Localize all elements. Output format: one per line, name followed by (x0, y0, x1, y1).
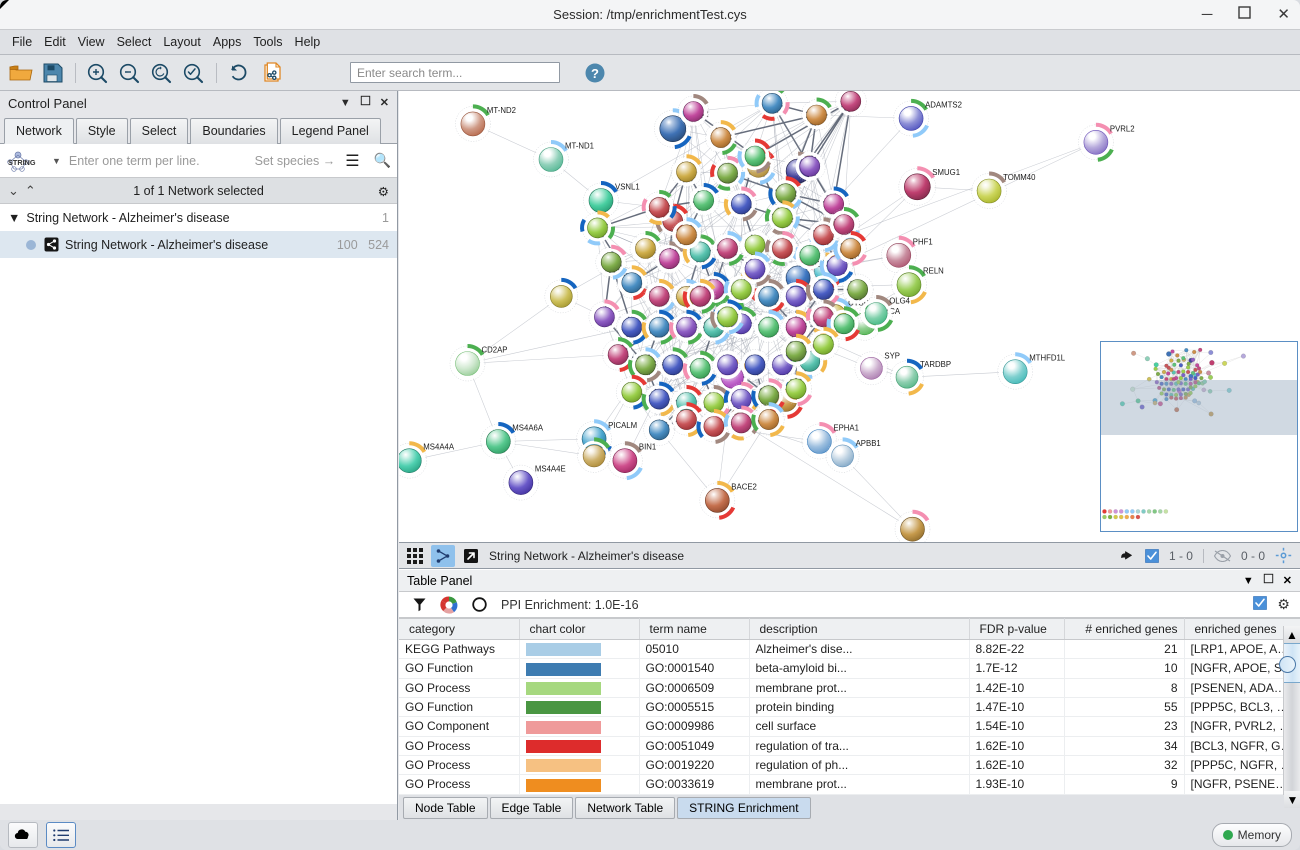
svg-text:STRING: STRING (8, 158, 36, 167)
svg-text:BACE2: BACE2 (731, 482, 757, 491)
svg-text:?: ? (591, 66, 599, 81)
svg-text:BIN1: BIN1 (639, 443, 656, 452)
svg-text:TARDBP: TARDBP (920, 360, 951, 369)
svg-text:APBB1: APBB1 (856, 439, 881, 448)
svg-text:PICALM: PICALM (608, 421, 637, 430)
svg-text:MTHFD1L: MTHFD1L (1029, 354, 1066, 363)
svg-text:ADAMTS2: ADAMTS2 (925, 100, 962, 109)
svg-text:MT-ND1: MT-ND1 (565, 142, 594, 151)
svg-text:PHF1: PHF1 (913, 237, 933, 246)
svg-text:MS4A4A: MS4A4A (423, 443, 455, 452)
svg-text:SMUG1: SMUG1 (932, 168, 960, 177)
svg-text:EPHA1: EPHA1 (833, 424, 859, 433)
svg-text:VSNL1: VSNL1 (615, 183, 640, 192)
svg-text:MS4A6A: MS4A6A (512, 424, 544, 433)
svg-text:PVRL2: PVRL2 (1110, 124, 1135, 133)
svg-text:OLG4: OLG4 (889, 297, 910, 306)
svg-text:MS4A4E: MS4A4E (535, 465, 566, 474)
svg-text:SYP: SYP (884, 351, 900, 360)
svg-text:MT-ND2: MT-ND2 (487, 106, 516, 115)
svg-text:CD2AP: CD2AP (482, 346, 508, 355)
svg-text:RELN: RELN (923, 267, 944, 276)
svg-text:TOMM40: TOMM40 (1003, 173, 1036, 182)
